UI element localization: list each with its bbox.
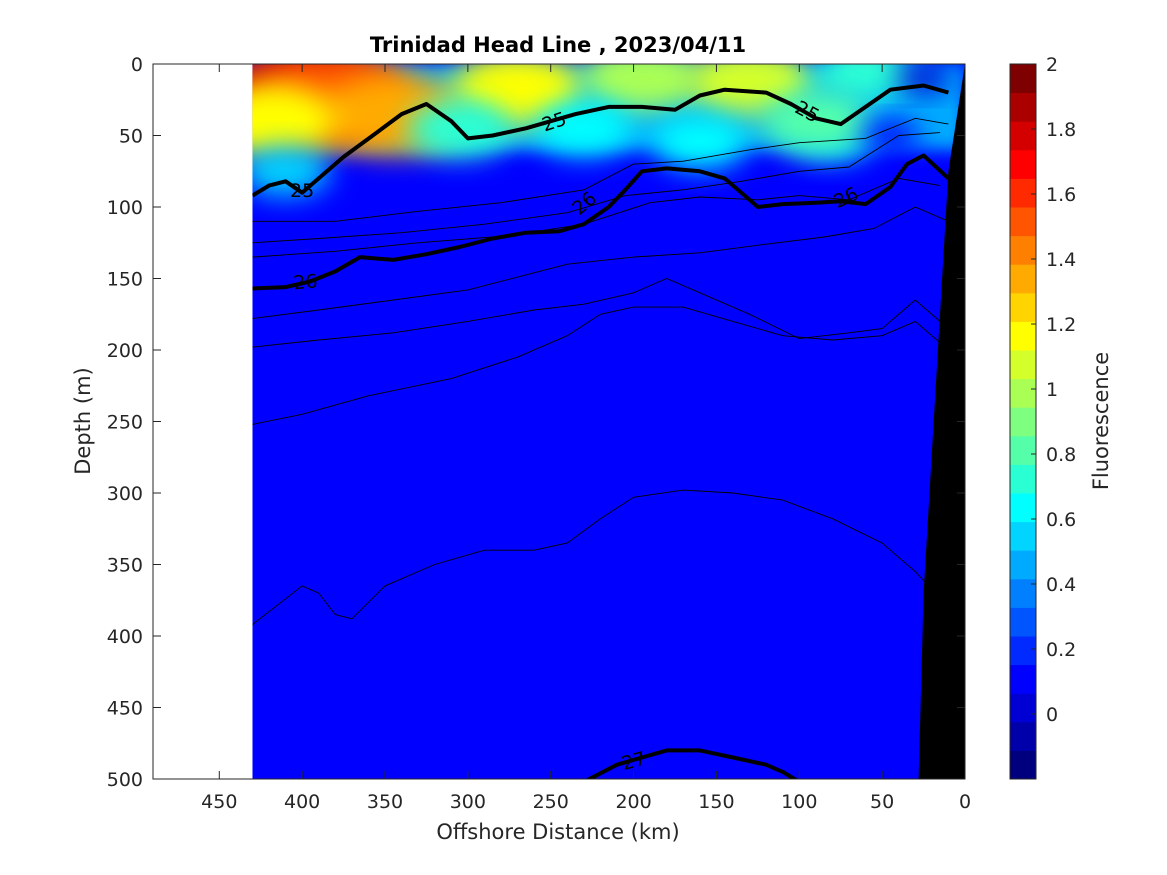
colorbar-segment xyxy=(1010,693,1036,723)
isopycnal-thin xyxy=(252,489,949,625)
colorbar-segment xyxy=(1010,64,1036,94)
x-tick-label: 200 xyxy=(615,791,651,813)
plot-frame xyxy=(152,63,966,780)
thin-isopycnals xyxy=(252,117,949,625)
colorbar-tick-label: 0 xyxy=(1046,704,1058,726)
colorbar-segment xyxy=(1010,464,1036,494)
colorbar-segment xyxy=(1010,121,1036,151)
colorbar-segment xyxy=(1010,521,1036,551)
x-tick-label: 0 xyxy=(959,791,971,813)
y-tick-label: 250 xyxy=(107,412,143,434)
colorbar-segment xyxy=(1010,636,1036,666)
x-tick-label: 50 xyxy=(870,791,894,813)
y-tick-label: 50 xyxy=(119,126,143,148)
isopycnal-25 xyxy=(252,83,949,198)
colorbar-tick-label: 0.8 xyxy=(1046,444,1076,466)
colorbar-frame xyxy=(1009,63,1037,780)
x-tick-label: 300 xyxy=(450,791,486,813)
fluorescence-patch xyxy=(653,116,747,169)
fluorescence-patch xyxy=(252,146,331,197)
seafloor xyxy=(918,64,965,779)
colorbar-label: Fluorescence xyxy=(1089,352,1113,490)
isopycnal-thin xyxy=(252,278,949,348)
colorbar-tick-label: 1.4 xyxy=(1046,249,1076,271)
colorbar-segment xyxy=(1010,750,1036,780)
colorbar-tick-label: 1.8 xyxy=(1046,119,1076,141)
fluorescence-patch xyxy=(252,83,338,160)
colorbar-segment xyxy=(1010,378,1036,408)
colorbar: 2 1.8 1.6 1.4 1.2 1 0.8 0.6 0.4 0.2 0 Fluorescence xyxy=(1009,54,1113,780)
colorbar-tick-label: 1.2 xyxy=(1046,314,1076,336)
fluorescence-background xyxy=(252,64,965,779)
isopycnal-27 xyxy=(585,748,799,779)
colorbar-segment xyxy=(1010,264,1036,294)
contour-label: 26 xyxy=(293,270,319,294)
colorbar-segment xyxy=(1010,721,1036,751)
colorbar-tick-label: 1 xyxy=(1046,379,1058,401)
isopycnal-thin xyxy=(252,306,949,425)
y-tick-label: 300 xyxy=(107,483,143,505)
y-tick-label: 400 xyxy=(107,626,143,648)
y-tick-label: 0 xyxy=(131,54,143,76)
colorbar-tick-label: 0.4 xyxy=(1046,574,1076,596)
y-tick-label: 450 xyxy=(107,698,143,720)
colorbar-segment xyxy=(1010,178,1036,208)
colorbar-tick-label: 1.6 xyxy=(1046,184,1076,206)
colorbar-segment xyxy=(1010,92,1036,122)
y-tick-label: 100 xyxy=(107,197,143,219)
x-tick-label: 400 xyxy=(284,791,320,813)
colorbar-tick-label: 2 xyxy=(1046,54,1058,76)
isopycnal-thin xyxy=(252,177,941,258)
colorbar-segment xyxy=(1010,550,1036,580)
isopycnal-thin xyxy=(252,117,949,222)
colorbar-segment xyxy=(1010,149,1036,179)
x-tick-label: 100 xyxy=(781,791,817,813)
colorbar-segment xyxy=(1010,578,1036,608)
colorbar-segment xyxy=(1010,664,1036,694)
colorbar-segment xyxy=(1010,292,1036,322)
x-tick-label: 350 xyxy=(367,791,403,813)
colorbar-segment xyxy=(1010,207,1036,237)
x-axis-ticks: 450 400 350 300 250 200 150 100 50 0 xyxy=(201,791,971,813)
colorbar-segments xyxy=(1010,64,1036,780)
fluorescence-field xyxy=(252,64,965,779)
colorbar-segment xyxy=(1010,235,1036,265)
contour-label: 25 xyxy=(290,180,314,202)
x-tick-label: 250 xyxy=(533,791,569,813)
colorbar-segment xyxy=(1010,350,1036,380)
colorbar-tick-label: 0.6 xyxy=(1046,509,1076,531)
fluorescence-patch xyxy=(861,119,920,152)
colorbar-segment xyxy=(1010,407,1036,437)
x-tick-label: 150 xyxy=(698,791,734,813)
colorbar-tick-label: 0.2 xyxy=(1046,639,1076,661)
y-tick-label: 500 xyxy=(107,769,143,791)
y-tick-label: 350 xyxy=(107,555,143,577)
colorbar-segment xyxy=(1010,321,1036,351)
colorbar-segment xyxy=(1010,493,1036,523)
isopycnal-26 xyxy=(252,153,950,291)
y-tick-label: 150 xyxy=(107,269,143,291)
bold-isopycnals xyxy=(252,83,950,779)
fluorescence-patch xyxy=(580,64,704,113)
fluorescence-patch xyxy=(535,101,633,156)
y-axis-ticks: 0 50 100 150 200 250 300 350 400 450 500 xyxy=(107,54,143,791)
x-axis-label: Offshore Distance (km) xyxy=(436,820,679,844)
y-axis-label: Depth (m) xyxy=(71,367,95,474)
y-tick-label: 200 xyxy=(107,340,143,362)
colorbar-segment xyxy=(1010,435,1036,465)
colorbar-segment xyxy=(1010,607,1036,637)
isopycnal-thin xyxy=(252,132,941,244)
bathymetry xyxy=(918,64,965,779)
chart-title: Trinidad Head Line , 2023/04/11 xyxy=(370,33,746,57)
x-tick-label: 450 xyxy=(201,791,237,813)
isopycnal-thin xyxy=(252,206,949,319)
colorbar-ticks: 2 1.8 1.6 1.4 1.2 1 0.8 0.6 0.4 0.2 0 xyxy=(1031,54,1076,726)
fluorescence-patch xyxy=(761,91,870,152)
